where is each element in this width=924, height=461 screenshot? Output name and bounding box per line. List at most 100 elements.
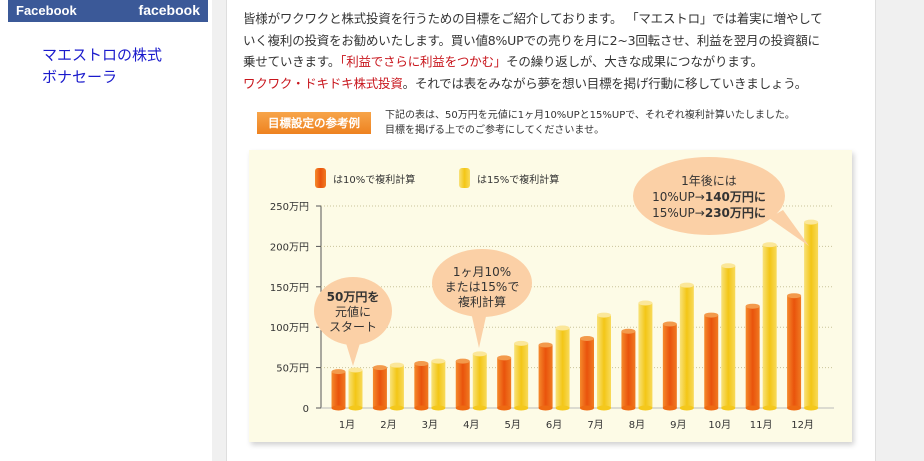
x-tick-label: 11月 <box>750 419 773 431</box>
main-content: 皆様がワクワクと株式投資を行うための目標をご紹介しております。 「マエストロ」で… <box>226 0 876 461</box>
x-tick-label: 5月 <box>504 419 520 431</box>
x-tick-label: 6月 <box>546 419 562 431</box>
intro-line-3b: その繰り返しが、大きな成果につながります。 <box>506 54 763 69</box>
bar-cap <box>580 336 594 342</box>
reference-text-line2: 目標を掲げる上でのご参考にしてくださいませ。 <box>385 125 605 136</box>
bar-base <box>472 405 487 411</box>
bar-base <box>331 405 346 411</box>
bar-10pct <box>331 371 346 408</box>
legend-label-15: は15%で複利計算 <box>477 173 559 186</box>
callout-year-line2-value: 140万円に <box>705 190 766 204</box>
bar-base <box>431 405 446 411</box>
bar-cap <box>538 342 553 348</box>
bar-cap <box>389 362 404 368</box>
callout-start: 50万円を 元値に スタート <box>314 277 392 366</box>
bar-cap <box>804 219 819 225</box>
sidebar-link-line1[interactable]: マエストロの株式 <box>42 46 163 64</box>
bar-base <box>787 405 802 411</box>
callout-year-line1: 1年後には <box>681 174 737 188</box>
legend-label-10: は10%で複利計算 <box>333 173 415 186</box>
callout-start-line3: スタート <box>329 320 377 334</box>
callout-year-line3-value: 230万円に <box>705 206 766 220</box>
bar-base <box>455 405 470 411</box>
bar-15pct <box>514 343 529 408</box>
bar-cap <box>638 300 653 306</box>
bar-10pct <box>372 367 387 408</box>
intro-line-2: いく複利の投資をお勧めいたします。買い値8%UPでの売りを月に2~3回転させ、利… <box>243 32 820 48</box>
y-tick-label: 50万円 <box>276 364 309 375</box>
bar-15pct <box>389 365 404 408</box>
y-tick-label: 0 <box>303 404 309 415</box>
y-tick-label: 100万円 <box>270 323 309 334</box>
callout-year-line3: 15%UP→230万円に <box>652 206 766 220</box>
x-tick-label: 7月 <box>587 419 603 431</box>
facebook-logo-icon[interactable]: facebook <box>138 2 200 18</box>
callout-year-line2-prefix: 10%UP→ <box>652 190 705 204</box>
bar-base <box>704 405 719 411</box>
bar-cap <box>662 321 677 327</box>
bar-15pct <box>431 361 446 408</box>
bar-10pct <box>787 295 802 408</box>
bar-15pct <box>597 315 611 408</box>
bar-15pct <box>472 353 487 408</box>
bar-cap <box>679 282 694 288</box>
bar-base <box>721 405 736 411</box>
reference-text-line1: 下記の表は、50万円を元値に1ヶ月10%UPと15%UPで、それぞれ複利計算いた… <box>385 110 795 121</box>
reference-text: 下記の表は、50万円を元値に1ヶ月10%UPと15%UPで、それぞれ複利計算いた… <box>385 108 865 138</box>
facebook-bar[interactable]: Facebook facebook <box>8 0 208 22</box>
bar-10pct <box>414 363 429 408</box>
intro-highlight-1: 「利益でさらに利益をつかむ」 <box>340 54 507 69</box>
bar-base <box>414 405 429 411</box>
bar-cap <box>745 303 760 309</box>
bar-base <box>497 405 512 411</box>
x-tick-label: 2月 <box>380 419 396 431</box>
chart-svg: は10%で複利計算 は15%で複利計算 0 50万円 100万円 150万円 200万円… <box>270 157 834 431</box>
bar-10pct <box>538 344 553 408</box>
bar-cap <box>472 351 487 357</box>
bar-base <box>745 405 760 411</box>
bar-base <box>348 405 363 411</box>
y-tick-label: 150万円 <box>270 283 309 294</box>
bar-base <box>662 405 677 411</box>
bar-base <box>597 405 611 411</box>
bar-15pct <box>348 370 363 408</box>
x-tick-label: 1月 <box>339 419 355 431</box>
intro-highlight-2: ワクワク・ドキドキ株式投資 <box>243 75 403 91</box>
bar-base <box>389 405 404 411</box>
bar-10pct <box>580 338 594 408</box>
bar-cap <box>497 355 512 361</box>
x-tick-label: 9月 <box>670 419 686 431</box>
sidebar-link-maestro[interactable]: マエストロの株式 ボナセーラ <box>42 44 212 88</box>
callout-start-line1: 50万円を <box>327 290 380 304</box>
y-tick-label: 250万円 <box>270 202 309 213</box>
bar-cap <box>331 369 346 375</box>
bar-cap <box>348 367 363 373</box>
bar-cap <box>514 340 529 346</box>
bar-base <box>555 405 570 411</box>
intro-line-4b: 。それでは表をみながら夢を想い目標を掲げ行動に移していきましょう。 <box>402 75 808 91</box>
intro-line-3a: 乗せていきます。 <box>243 54 341 69</box>
bar-15pct <box>762 244 777 408</box>
bar-15pct <box>721 265 736 408</box>
bar-cap <box>787 293 802 299</box>
bar-10pct <box>455 361 470 408</box>
callout-one-year: 1年後には 10%UP→140万円に 15%UP→230万円に <box>633 157 809 246</box>
bar-15pct <box>679 285 694 408</box>
bar-10pct <box>745 306 760 408</box>
bar-cap <box>721 263 736 269</box>
sidebar-link-line2[interactable]: ボナセーラ <box>42 68 118 86</box>
bar-cap <box>555 325 570 331</box>
bar-base <box>514 405 529 411</box>
x-tick-label: 3月 <box>422 419 438 431</box>
bar-cap <box>431 358 446 364</box>
bar-cap <box>762 242 777 248</box>
intro-paragraph: 皆様がワクワクと株式投資を行うための目標をご紹介しております。 「マエストロ」で… <box>243 8 868 94</box>
bar-cap <box>372 365 387 371</box>
x-tick-label: 12月 <box>791 419 814 431</box>
compound-growth-chart: は10%で複利計算 は15%で複利計算 0 50万円 100万円 150万円 200万円… <box>249 150 852 442</box>
bar-cap <box>704 312 719 318</box>
callout-start-line2: 元値に <box>335 304 371 319</box>
facebook-label[interactable]: Facebook <box>16 3 77 18</box>
callout-monthly: 1ヶ月10% または15%で 複利計算 <box>432 249 532 348</box>
x-tick-label: 4月 <box>463 419 479 431</box>
